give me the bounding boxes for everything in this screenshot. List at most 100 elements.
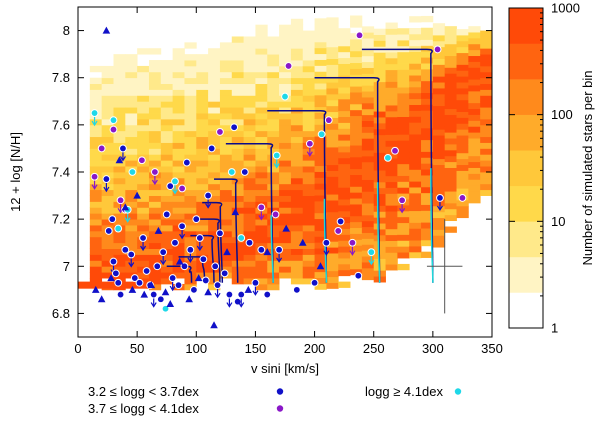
heatmap-cell: [125, 183, 138, 191]
heatmap-cell: [137, 272, 150, 279]
heatmap-cell: [267, 95, 280, 102]
point-circle: [116, 196, 125, 205]
point-circle: [355, 31, 364, 40]
heatmap-cell: [219, 101, 233, 108]
heatmap-cell: [314, 230, 327, 237]
upper-limit-arrowhead: [252, 290, 259, 296]
point-circle: [102, 175, 111, 183]
heatmap-cell: [89, 225, 103, 232]
heatmap-cell: [267, 113, 280, 120]
heatmap-cell: [421, 98, 434, 105]
heatmap-cell: [302, 166, 315, 173]
heatmap-cell: [409, 204, 422, 212]
heatmap-cell: [231, 36, 244, 43]
heatmap-cell: [113, 260, 126, 267]
heatmap-cell: [432, 199, 446, 207]
point-circle: [153, 262, 162, 271]
heatmap-cell: [160, 160, 174, 167]
heatmap-cell: [208, 60, 221, 67]
heatmap-cell: [184, 207, 197, 214]
heatmap-cell: [255, 154, 268, 161]
heatmap-cell: [338, 281, 351, 288]
heatmap-cell: [421, 204, 434, 211]
point-circle: [216, 128, 224, 136]
heatmap-cell: [326, 264, 339, 272]
heatmap-cell: [409, 181, 422, 188]
heatmap-cell: [290, 30, 304, 37]
heatmap-cell: [267, 201, 280, 208]
colorbar-frame: [508, 7, 544, 329]
heatmap-cell: [290, 113, 304, 120]
heatmap-cell: [172, 95, 185, 102]
heatmap-cell: [468, 155, 481, 163]
heatmap-cell: [409, 251, 422, 259]
heatmap-cell: [468, 185, 481, 192]
heatmap-cell: [208, 225, 221, 232]
heatmap-cell: [373, 93, 386, 100]
heatmap-cell: [421, 169, 434, 176]
point-triangle: [316, 262, 325, 270]
heatmap-cell: [326, 93, 339, 101]
heatmap-cell: [255, 95, 268, 102]
heatmap-cell: [468, 43, 481, 51]
heatmap-cell: [338, 51, 351, 59]
heatmap-cell: [290, 101, 304, 108]
heatmap-cell: [314, 224, 327, 231]
heatmap-cell: [125, 83, 138, 90]
heatmap-cell: [397, 28, 410, 35]
heatmap-cell: [444, 202, 457, 210]
x-tick-label: 350: [481, 341, 503, 356]
heatmap-cell: [125, 242, 138, 250]
heatmap-cell: [290, 160, 304, 167]
heatmap-cell: [326, 229, 339, 236]
point-circle: [237, 234, 246, 242]
upper-limit-arrowhead: [226, 302, 233, 308]
heatmap-cell: [314, 24, 327, 31]
heatmap-cell: [267, 160, 280, 167]
heatmap-cell: [279, 65, 292, 73]
heatmap-cell: [113, 65, 126, 73]
heatmap-cell: [361, 262, 375, 269]
upper-limit-arrowhead: [169, 285, 176, 292]
heatmap-cell: [397, 122, 410, 129]
heatmap-cell: [279, 236, 292, 244]
heatmap-cell: [373, 170, 386, 177]
heatmap-cell: [432, 176, 446, 183]
heatmap-cell: [290, 148, 304, 155]
heatmap-cell: [267, 142, 280, 149]
heatmap-cell: [255, 242, 268, 250]
heatmap-cell: [397, 175, 410, 182]
heatmap-cell: [302, 242, 315, 250]
heatmap-cell: [279, 272, 292, 279]
heatmap-cell: [255, 71, 268, 79]
heatmap-cell: [113, 113, 126, 120]
heatmap-cell: [148, 136, 162, 143]
heatmap-cell: [326, 99, 339, 107]
heatmap-cell: [113, 107, 126, 114]
point-circle: [161, 304, 170, 313]
heatmap-cell: [101, 77, 114, 85]
heatmap-cell: [314, 254, 327, 261]
heatmap-cell: [184, 260, 197, 267]
heatmap-cell: [137, 136, 150, 143]
heatmap-cell: [255, 283, 268, 291]
heatmap-cell: [196, 83, 209, 90]
upper-limit-arrowhead: [124, 217, 131, 223]
heatmap-cell: [219, 142, 233, 149]
heatmap-cell: [397, 34, 410, 41]
heatmap-cell: [243, 71, 256, 79]
heatmap-cell: [101, 195, 114, 202]
x-tick-label: 150: [245, 341, 267, 356]
heatmap-cell: [89, 95, 103, 102]
heatmap-cell: [148, 65, 162, 73]
heatmap-cell: [279, 36, 292, 43]
heatmap-cell: [409, 39, 422, 47]
heatmap-cell: [432, 217, 446, 224]
heatmap-cell: [196, 118, 209, 126]
heatmap-cell: [219, 195, 233, 202]
heatmap-cell: [231, 254, 244, 261]
heatmap-cell: [326, 58, 339, 65]
heatmap-cell: [219, 160, 233, 167]
heatmap-cell: [148, 107, 162, 114]
heatmap-cell: [160, 60, 174, 67]
